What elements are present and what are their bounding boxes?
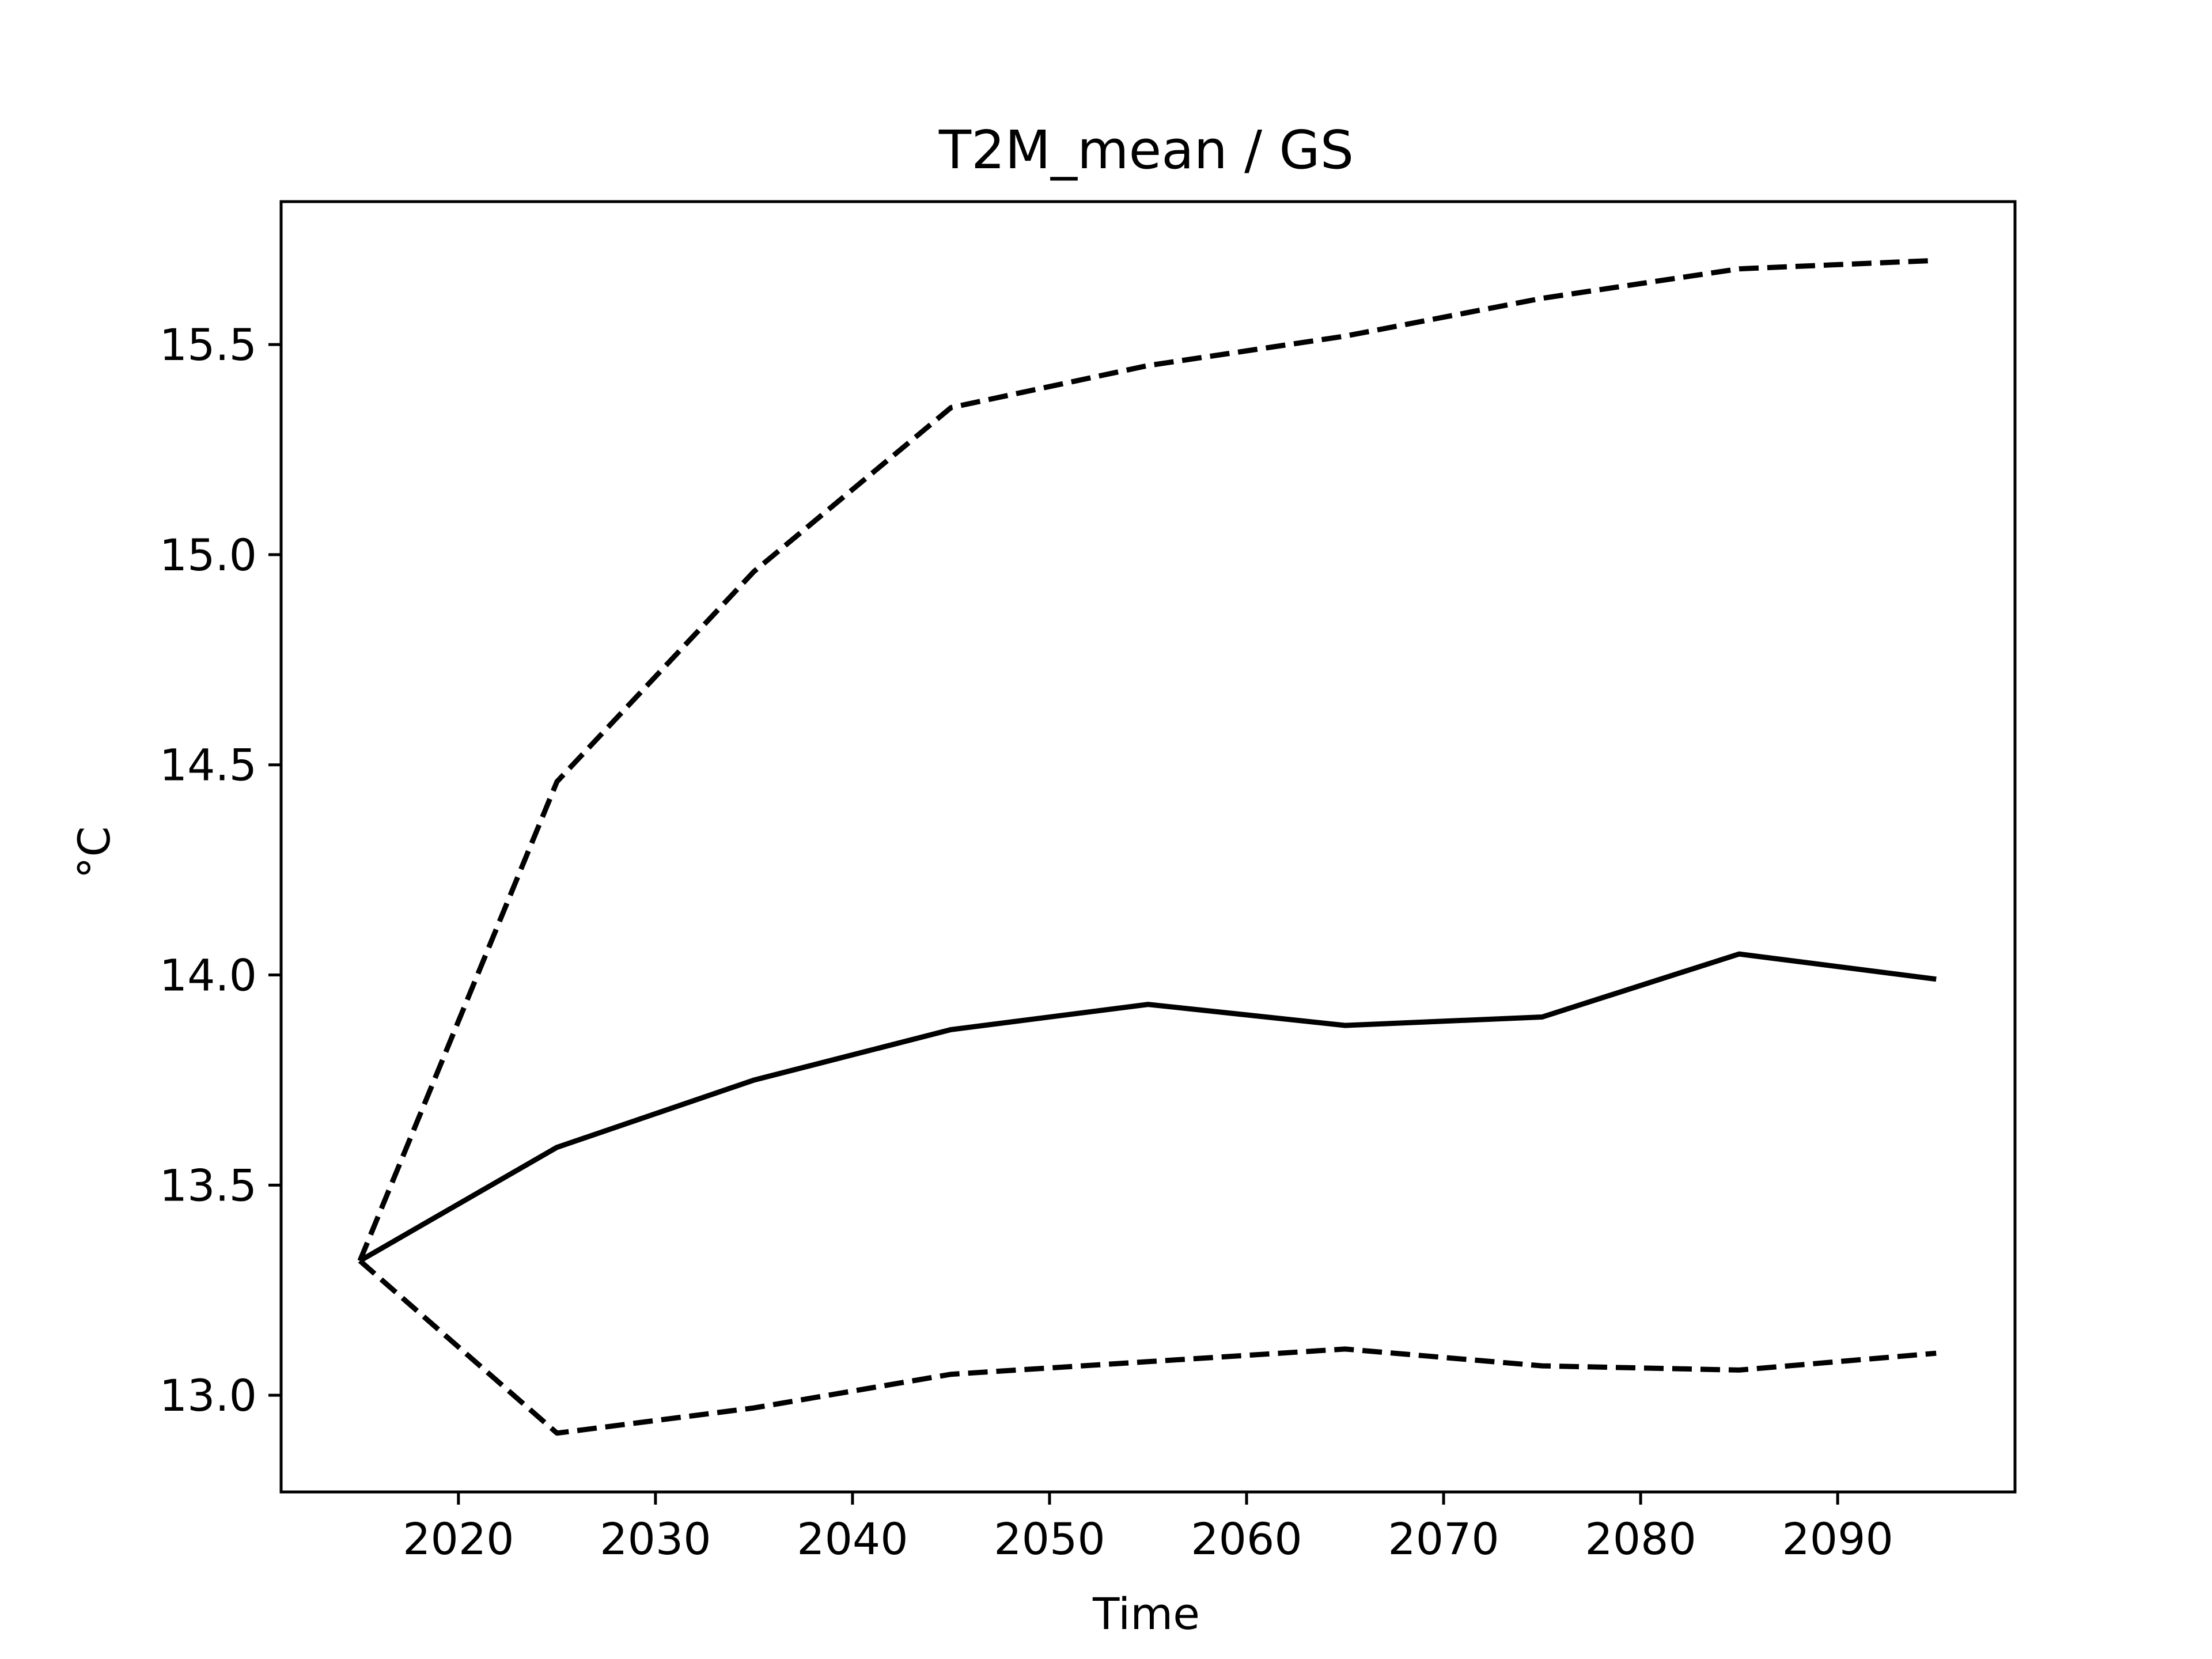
dashed-series-line-1 — [357, 257, 1937, 1262]
y-tick-label: 14.0 — [160, 950, 257, 1001]
plot-frame — [279, 200, 2017, 1494]
chart-title: T2M_mean / GS — [938, 119, 1354, 181]
plot-area — [357, 257, 1937, 1436]
solid-series-line-2 — [358, 951, 1937, 1263]
x-axis-label: Time — [1092, 1588, 1200, 1639]
y-tick-label: 15.5 — [160, 319, 257, 370]
x-tick-label: 2040 — [797, 1513, 908, 1565]
dashed-series-line-3 — [358, 1259, 1937, 1436]
y-tick-label: 14.5 — [160, 740, 257, 791]
y-tick-label: 13.0 — [160, 1370, 257, 1421]
x-tick-label: 2060 — [1191, 1513, 1302, 1565]
axis-ticks: 2020 2030 2040 2050 2060 2070 2080 2090 13.0 13.5… — [160, 319, 1893, 1565]
x-tick-label: 2070 — [1388, 1513, 1499, 1565]
y-axis-label: °C — [69, 826, 120, 878]
x-tick-label: 2020 — [403, 1513, 514, 1565]
x-tick-label: 2090 — [1782, 1513, 1893, 1565]
x-tick-label: 2080 — [1585, 1513, 1696, 1565]
x-tick-label: 2050 — [994, 1513, 1105, 1565]
y-tick-label: 13.5 — [160, 1160, 257, 1211]
x-tick-label: 2030 — [600, 1513, 711, 1565]
y-tick-label: 15.0 — [160, 529, 257, 581]
